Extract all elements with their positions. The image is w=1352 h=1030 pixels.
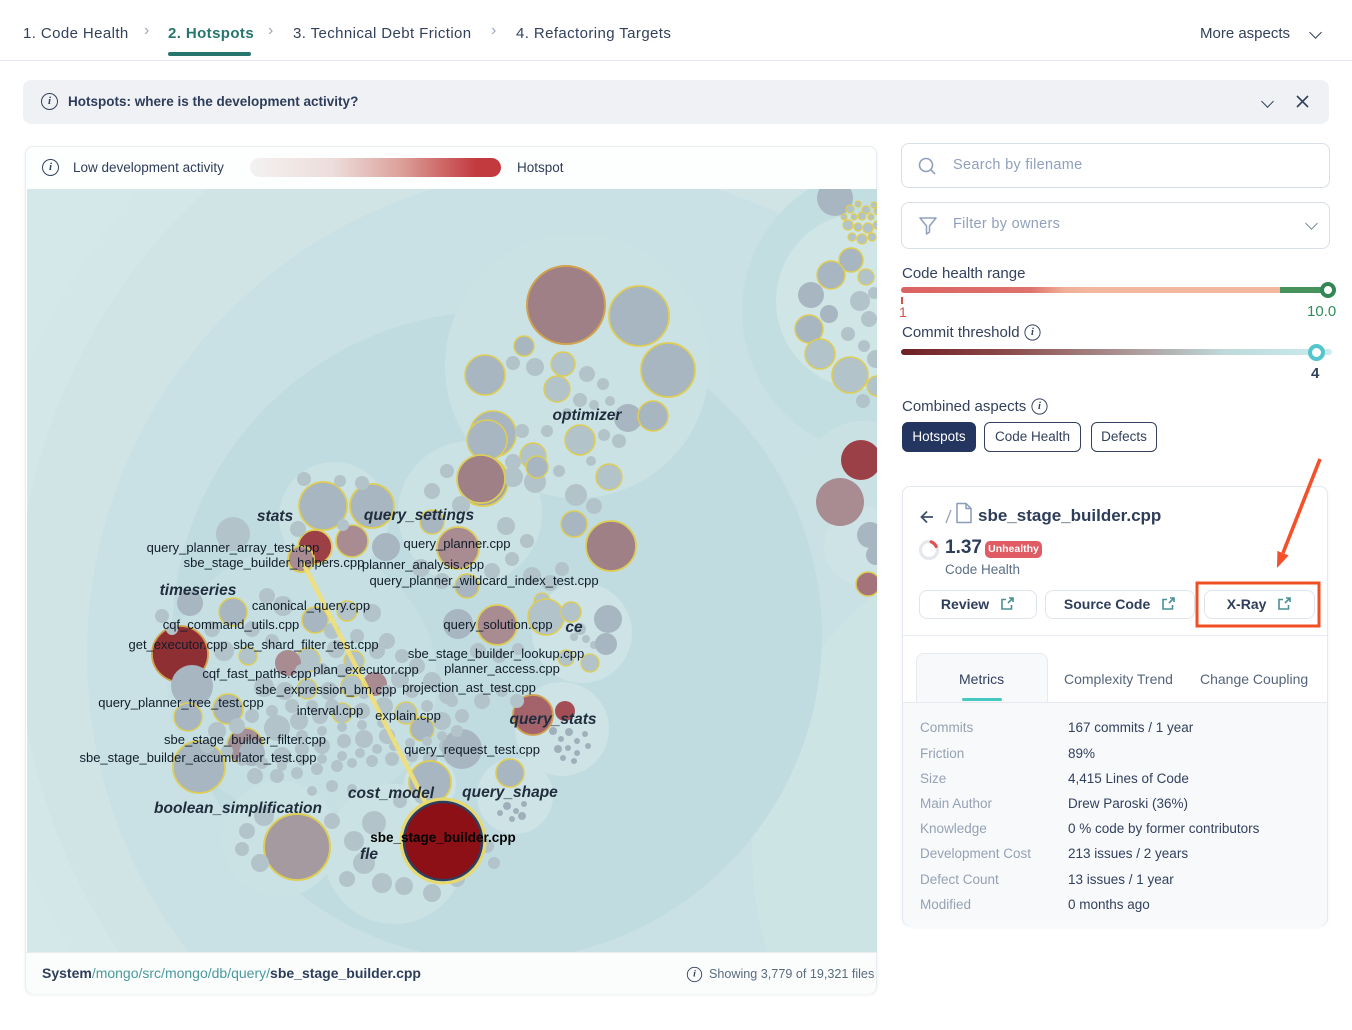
- svg-text:sbe_expression_bm.cpp: sbe_expression_bm.cpp: [256, 682, 397, 697]
- svg-text:query_shape: query_shape: [462, 784, 558, 801]
- svg-text:sbe_stage_builder.cpp: sbe_stage_builder.cpp: [370, 830, 516, 845]
- svg-text:cost_model: cost_model: [348, 785, 435, 802]
- svg-text:timeseries: timeseries: [160, 582, 237, 599]
- svg-text:sbe_stage_builder_lookup.cpp: sbe_stage_builder_lookup.cpp: [408, 646, 584, 661]
- svg-text:sbe_stage_builder_accumulator_: sbe_stage_builder_accumulator_test.cpp: [79, 750, 316, 765]
- svg-text:cqf_command_utils.cpp: cqf_command_utils.cpp: [163, 617, 300, 632]
- svg-text:query_solution.cpp: query_solution.cpp: [443, 617, 552, 632]
- svg-text:projection_ast_test.cpp: projection_ast_test.cpp: [402, 680, 536, 695]
- svg-text:explain.cpp: explain.cpp: [375, 708, 441, 723]
- svg-text:interval.cpp: interval.cpp: [297, 703, 363, 718]
- svg-text:fle: fle: [360, 846, 378, 863]
- svg-text:optimizer: optimizer: [553, 407, 623, 424]
- svg-text:query_planner_array_test.cpp: query_planner_array_test.cpp: [147, 540, 320, 555]
- svg-text:planner_analysis.cpp: planner_analysis.cpp: [362, 557, 484, 572]
- svg-text:cqf_fast_paths.cpp: cqf_fast_paths.cpp: [202, 666, 311, 681]
- svg-text:sbe_stage_builder_helpers.cpp: sbe_stage_builder_helpers.cpp: [184, 555, 365, 570]
- svg-text:query_request_test.cpp: query_request_test.cpp: [404, 742, 540, 757]
- svg-text:planner_access.cpp: planner_access.cpp: [444, 661, 560, 676]
- svg-text:query_settings: query_settings: [364, 507, 475, 524]
- svg-text:boolean_simplification: boolean_simplification: [154, 800, 322, 817]
- svg-text:query_planner_tree_test.cpp: query_planner_tree_test.cpp: [98, 695, 264, 710]
- svg-text:query_stats: query_stats: [509, 711, 596, 728]
- svg-text:ce: ce: [565, 619, 583, 636]
- svg-text:sbe_shard_filter_test.cpp: sbe_shard_filter_test.cpp: [233, 637, 378, 652]
- svg-text:get_executor.cpp: get_executor.cpp: [128, 637, 227, 652]
- svg-text:query_planner.cpp: query_planner.cpp: [404, 536, 511, 551]
- svg-text:plan_executor.cpp: plan_executor.cpp: [313, 662, 419, 677]
- svg-text:stats: stats: [257, 508, 294, 525]
- svg-text:sbe_stage_builder_filter.cpp: sbe_stage_builder_filter.cpp: [164, 732, 326, 747]
- svg-text:canonical_query.cpp: canonical_query.cpp: [252, 598, 370, 613]
- svg-text:query_planner_wildcard_index_t: query_planner_wildcard_index_test.cpp: [369, 573, 598, 588]
